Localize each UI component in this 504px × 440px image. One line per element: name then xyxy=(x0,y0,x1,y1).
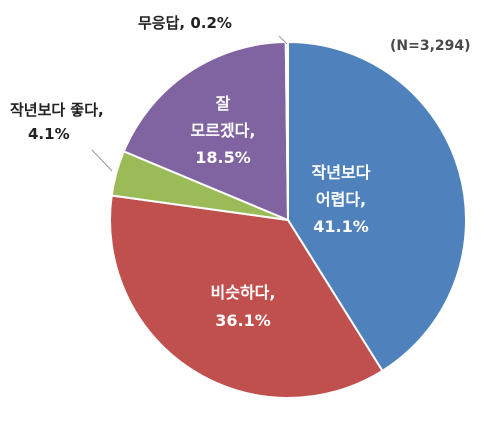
pie-slice-4 xyxy=(122,40,290,222)
leader-lines xyxy=(91,35,288,172)
slice-label-1: 작년보다 어렵다, 41.1% xyxy=(312,163,371,236)
slice-labels: 작년보다 어렵다, 41.1% 비슷하다, 36.1% 작년보다 좋다, 4.1% 잘 모르겠다… xyxy=(10,14,371,330)
leader-line-3 xyxy=(91,149,113,172)
slice-label-4: 잘 모르겠다, 18.5% xyxy=(191,94,256,167)
pie-slice-5 xyxy=(284,40,289,221)
slice-label-2: 비슷하다, 36.1% xyxy=(211,283,276,330)
pie-slices xyxy=(109,40,467,399)
leader-line-5 xyxy=(278,35,288,45)
sample-size-note: (N=3,294) xyxy=(390,38,471,54)
pie-slice-2 xyxy=(109,194,384,399)
slice-label-5: 무응답, 0.2% xyxy=(138,14,232,32)
slice-label-3: 작년보다 좋다, 4.1% xyxy=(10,101,104,143)
pie-slice-1 xyxy=(287,40,467,373)
